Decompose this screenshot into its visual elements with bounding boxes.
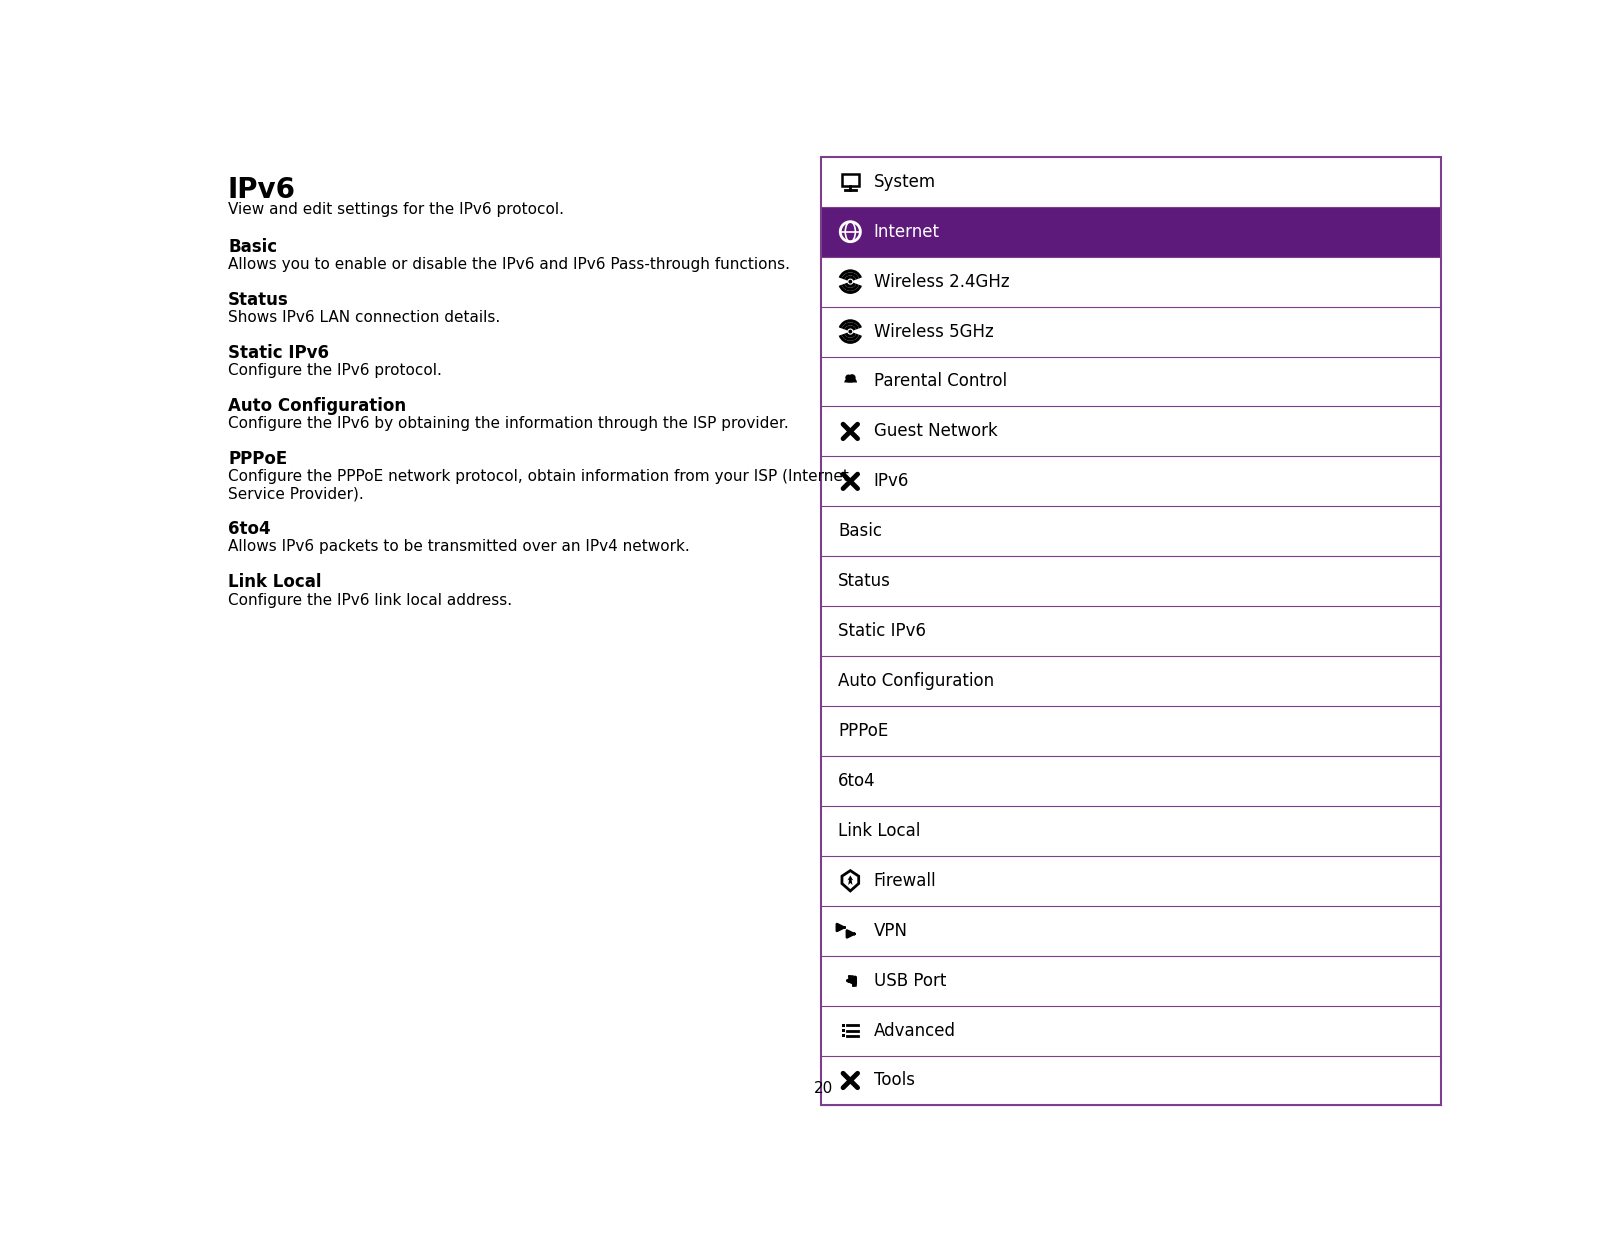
Text: IPv6: IPv6: [874, 472, 910, 491]
Text: 20: 20: [813, 1082, 832, 1097]
Polygon shape: [847, 876, 853, 886]
Text: System: System: [874, 172, 935, 191]
Text: Internet: Internet: [874, 222, 940, 241]
Bar: [842, 1024, 845, 1027]
Text: USB Port: USB Port: [874, 972, 947, 989]
Text: Status: Status: [228, 291, 289, 309]
Text: Configure the IPv6 protocol.: Configure the IPv6 protocol.: [228, 363, 442, 378]
Text: View and edit settings for the IPv6 protocol.: View and edit settings for the IPv6 prot…: [228, 202, 564, 217]
Bar: [821, 157, 1441, 1105]
Text: Guest Network: Guest Network: [874, 422, 998, 441]
Text: Allows IPv6 packets to be transmitted over an IPv4 network.: Allows IPv6 packets to be transmitted ov…: [228, 540, 689, 555]
Text: Service Provider).: Service Provider).: [228, 486, 363, 501]
Text: Firewall: Firewall: [874, 872, 937, 889]
Text: VPN: VPN: [874, 922, 908, 939]
Text: Wireless 5GHz: Wireless 5GHz: [874, 322, 993, 341]
Text: 6to4: 6to4: [228, 521, 270, 538]
Text: PPPoE: PPPoE: [837, 722, 889, 739]
Circle shape: [848, 375, 855, 381]
Text: Auto Configuration: Auto Configuration: [228, 397, 407, 415]
Text: Auto Configuration: Auto Configuration: [837, 672, 995, 689]
Text: 6to4: 6to4: [837, 772, 876, 789]
Text: IPv6: IPv6: [228, 176, 296, 204]
Text: Static IPv6: Static IPv6: [228, 343, 329, 362]
Text: Basic: Basic: [228, 237, 276, 256]
Circle shape: [848, 330, 852, 333]
Text: Configure the IPv6 link local address.: Configure the IPv6 link local address.: [228, 592, 513, 607]
Text: Parental Control: Parental Control: [874, 372, 1006, 391]
Text: Basic: Basic: [837, 522, 882, 541]
Text: Shows IPv6 LAN connection details.: Shows IPv6 LAN connection details.: [228, 310, 500, 325]
Circle shape: [845, 375, 852, 381]
Text: Link Local: Link Local: [228, 573, 321, 591]
Text: Configure the PPPoE network protocol, obtain information from your ISP (Internet: Configure the PPPoE network protocol, ob…: [228, 470, 848, 485]
Text: Allows you to enable or disable the IPv6 and IPv6 Pass-through functions.: Allows you to enable or disable the IPv6…: [228, 257, 791, 272]
Text: Advanced: Advanced: [874, 1022, 956, 1039]
Text: Status: Status: [837, 572, 890, 591]
Bar: [842, 1034, 845, 1037]
Text: PPPoE: PPPoE: [228, 450, 288, 468]
Text: Wireless 2.4GHz: Wireless 2.4GHz: [874, 272, 1009, 291]
Text: Configure the IPv6 by obtaining the information through the ISP provider.: Configure the IPv6 by obtaining the info…: [228, 416, 789, 431]
Bar: [842, 1029, 845, 1032]
Text: Static IPv6: Static IPv6: [837, 622, 926, 641]
Bar: [821, 207, 1441, 256]
Text: Link Local: Link Local: [837, 822, 921, 839]
Bar: [821, 157, 1441, 1105]
Circle shape: [848, 280, 852, 284]
Wedge shape: [844, 378, 853, 382]
Text: Tools: Tools: [874, 1072, 914, 1089]
Wedge shape: [847, 377, 857, 382]
